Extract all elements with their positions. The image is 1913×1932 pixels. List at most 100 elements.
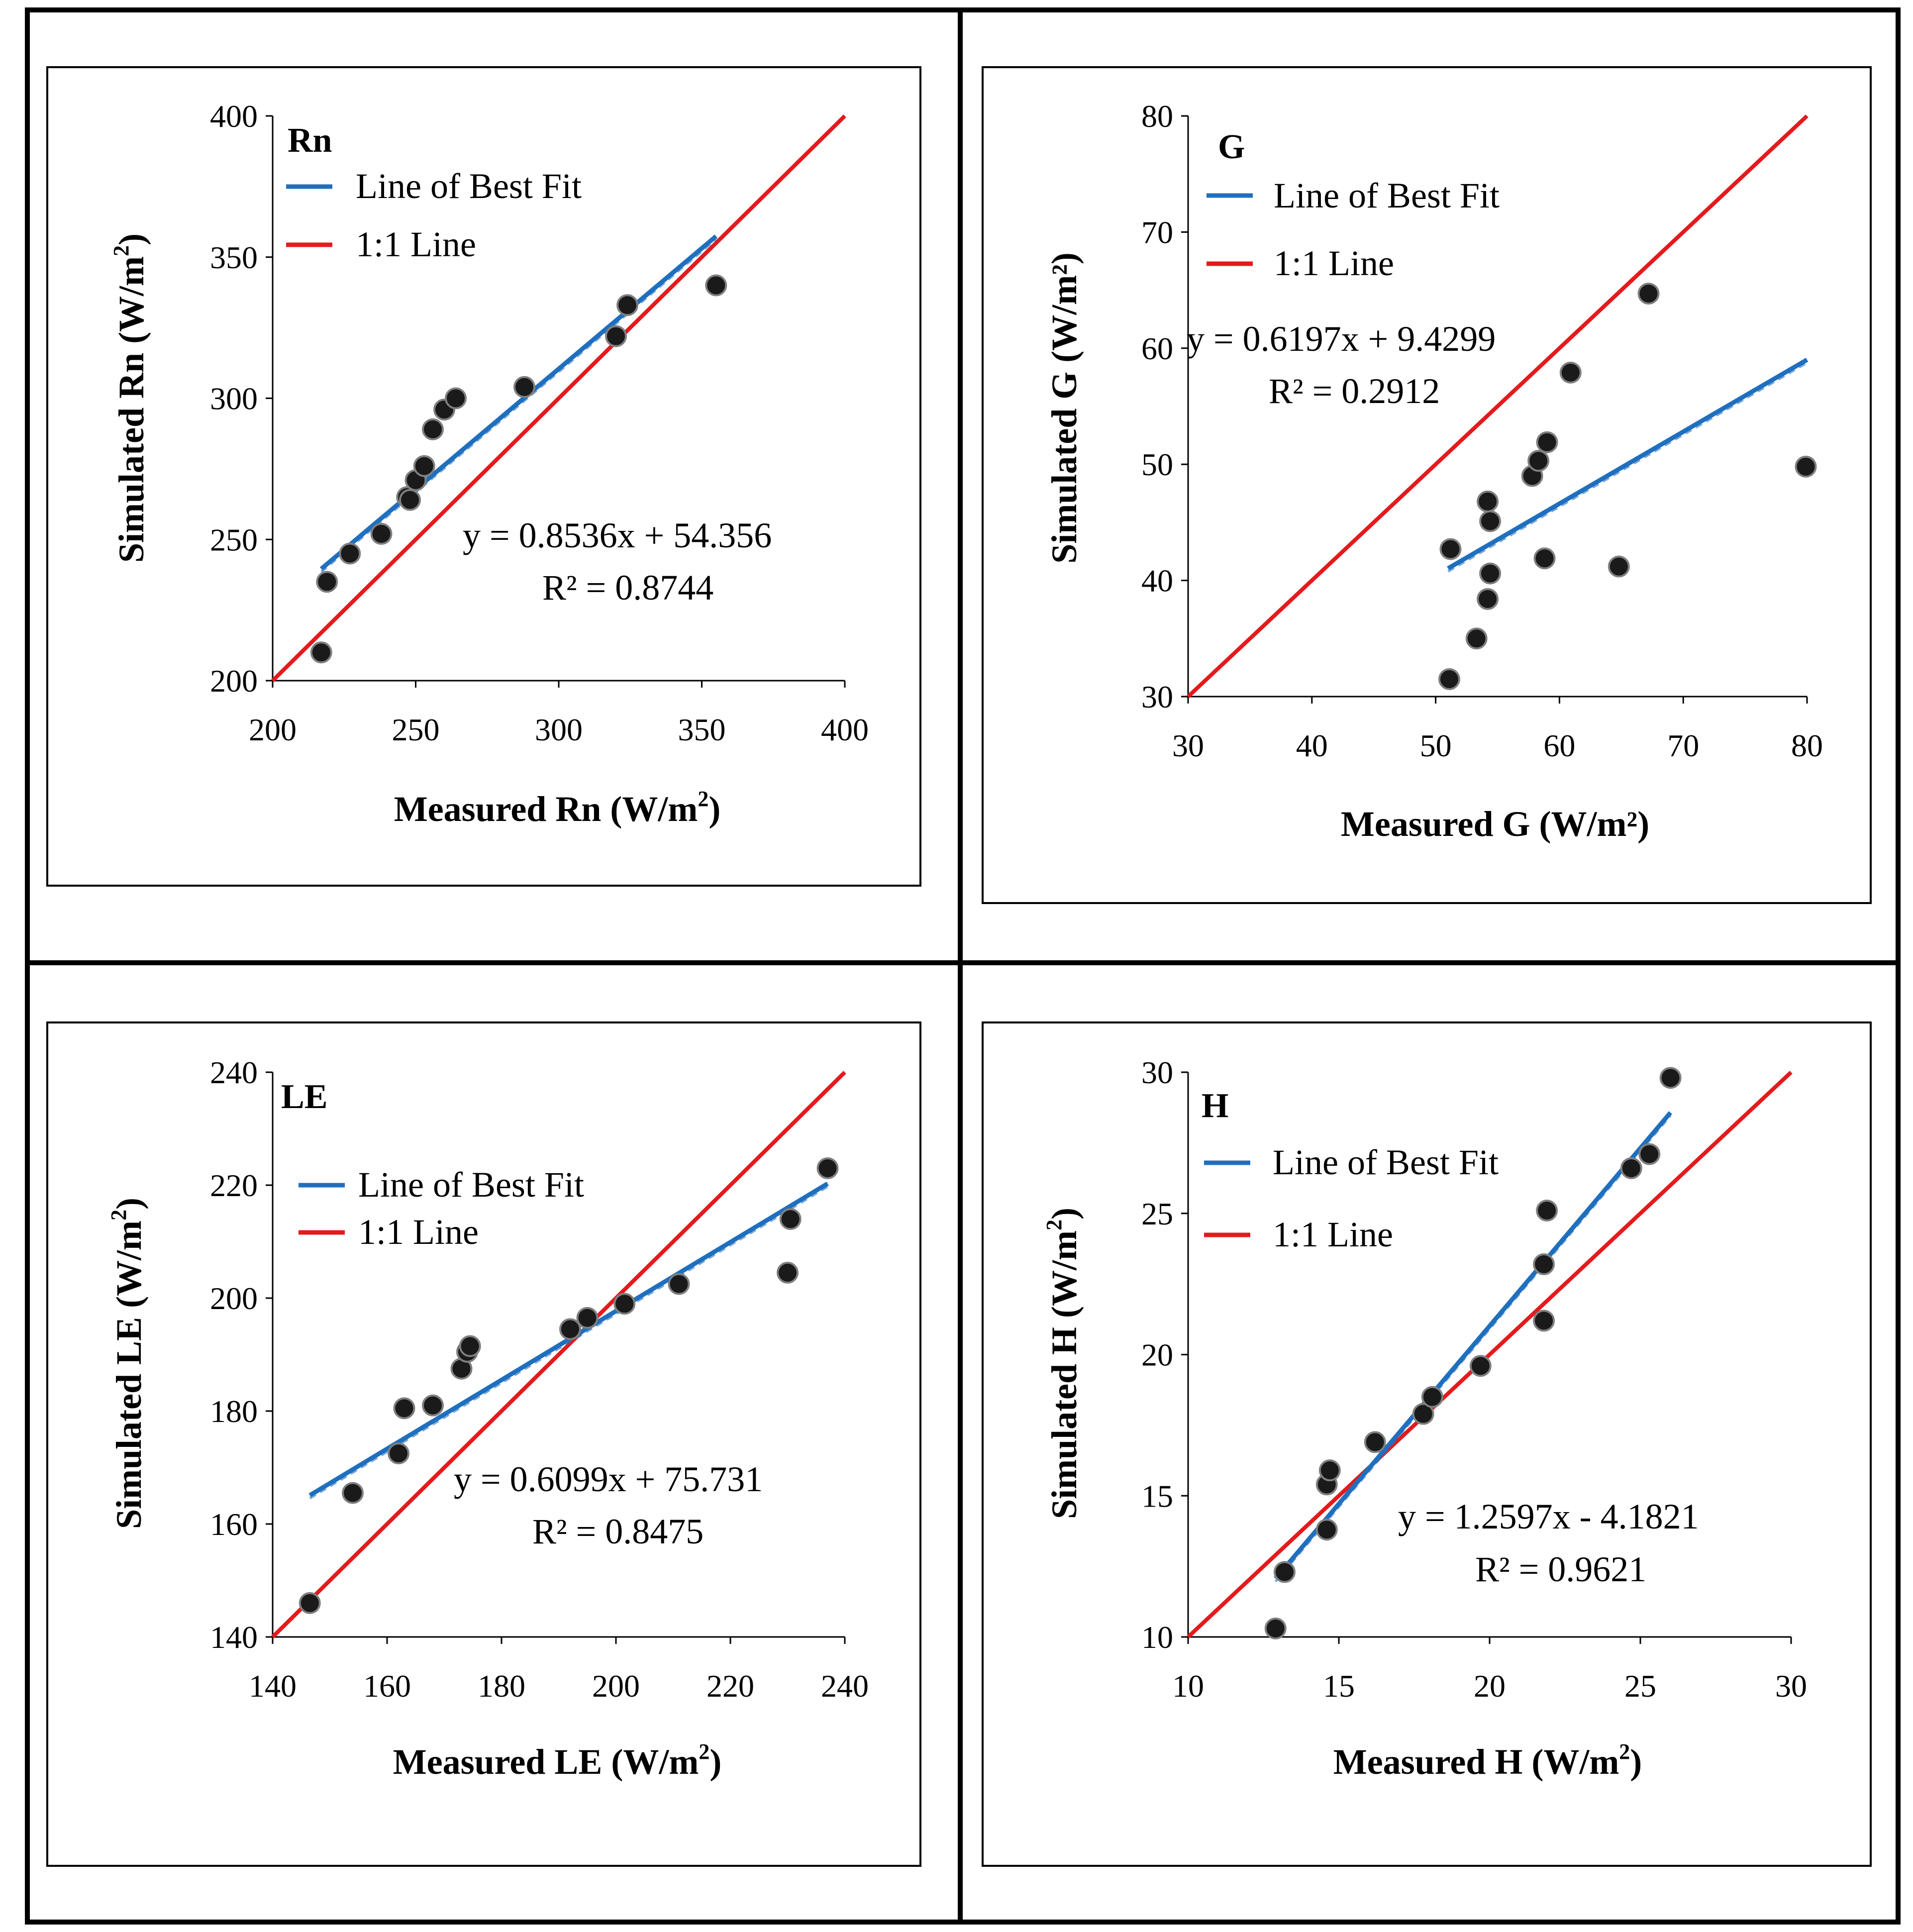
chart-rn-y-tick-label: 250 <box>210 522 258 557</box>
chart-rn-data-point <box>422 418 444 440</box>
chart-le-one-to-one-line <box>271 1071 846 1638</box>
chart-le-data-point <box>299 1592 321 1614</box>
chart-g-x-tick-label: 50 <box>1420 728 1452 763</box>
chart-h-frame <box>982 1021 1872 1867</box>
chart-le-legend-fit-label: Line of Best Fit <box>358 1165 584 1205</box>
chart-g-data-point <box>1637 283 1660 305</box>
chart-rn-x-tick-label: 250 <box>392 712 440 747</box>
chart-le-data-point <box>559 1318 581 1340</box>
chart-g-panel-label: G <box>1218 128 1245 166</box>
chart-le-y-tick-label: 140 <box>210 1620 258 1655</box>
chart-h-best-fit-line <box>1274 1111 1673 1580</box>
chart-rn-xlabel: Measured Rn (W/m2) <box>394 787 721 829</box>
chart-g-ylabel: Simulated G (W/m²) <box>1044 252 1084 564</box>
chart-g-frame <box>982 66 1872 904</box>
chart-g: 30 40 50 60 70 80 30 40 50 60 70 80 G Line of Best … <box>982 66 1872 904</box>
chart-rn-data-point <box>399 489 421 511</box>
chart-rn-equation: y = 0.8536x + 54.356 <box>463 515 772 555</box>
chart-rn-y-tick-label: 300 <box>210 381 258 416</box>
chart-rn-legend-fit-label: Line of Best Fit <box>356 166 582 206</box>
chart-h-y-tick-label: 10 <box>1141 1620 1173 1655</box>
chart-le-y-tick-label: 180 <box>210 1394 258 1429</box>
chart-g-one-to-one-line <box>1187 114 1809 698</box>
chart-h-r2: R² = 0.9621 <box>1475 1549 1646 1589</box>
chart-le-x-tick-label: 160 <box>363 1668 411 1704</box>
chart-le-data-point <box>459 1335 481 1357</box>
chart-le-y-tick-label: 220 <box>210 1168 258 1203</box>
chart-rn-y-tick-label: 200 <box>210 663 258 699</box>
chart-h-data-point <box>1638 1143 1661 1165</box>
chart-le-equation: y = 0.6099x + 75.731 <box>454 1459 763 1499</box>
chart-le-x-tick-label: 180 <box>478 1668 525 1704</box>
chart-h-data-point <box>1264 1617 1287 1639</box>
chart-h-data-point <box>1273 1561 1296 1583</box>
chart-rn-x-tick-label: 200 <box>249 712 297 747</box>
chart-h-ylabel: Simulated H (W/m2) <box>1042 1208 1084 1519</box>
chart-rn-legend: Line of Best Fit 1:1 Line <box>286 166 582 264</box>
chart-rn-r2: R² = 0.8744 <box>542 568 713 608</box>
chart-le-ylabel: Simulated LE (W/m2) <box>106 1198 149 1529</box>
chart-le-xlabel: Measured LE (W/m2) <box>393 1739 722 1782</box>
chart-g-x-tick-label: 80 <box>1791 728 1823 763</box>
chart-le-y-tick-label: 200 <box>210 1281 258 1316</box>
chart-h-legend-oneone-label: 1:1 Line <box>1273 1215 1393 1254</box>
chart-le-panel-label: LE <box>281 1078 327 1116</box>
chart-g-legend-fit-label: Line of Best Fit <box>1274 176 1500 215</box>
chart-rn-data-point <box>310 641 332 664</box>
chart-h: 10 15 20 25 30 10 15 20 25 30 H Line of Best Fit … <box>982 1021 1872 1867</box>
chart-rn-data-point <box>445 387 467 409</box>
chart-g-y-tick-label: 30 <box>1141 679 1173 714</box>
chart-rn-best-fit-trend-dashed <box>320 238 717 573</box>
chart-h-y-tick-label: 30 <box>1141 1055 1173 1090</box>
chart-rn-y-tick-label: 400 <box>210 99 258 134</box>
chart-g-data-point <box>1477 490 1499 512</box>
chart-g-xlabel: Measured G (W/m²) <box>1341 804 1649 844</box>
chart-rn-ylabel: Simulated Rn (W/m2) <box>109 233 151 563</box>
chart-le-data-point <box>816 1157 839 1179</box>
chart-g-x-tick-label: 70 <box>1667 728 1699 763</box>
chart-h-x-tick-label: 30 <box>1775 1668 1807 1704</box>
chart-h-data-point <box>1315 1519 1338 1541</box>
chart-g-equation: y = 0.6197x + 9.4299 <box>1187 319 1496 359</box>
chart-g-data-point <box>1533 547 1556 570</box>
chart-h-data-point <box>1412 1403 1434 1425</box>
chart-g-y-tick-label: 70 <box>1141 214 1173 250</box>
chart-le-data-point <box>576 1307 599 1329</box>
chart-rn-best-fit-line <box>319 234 718 571</box>
chart-rn-x-tick-label: 300 <box>535 712 583 747</box>
chart-rn-data-point <box>705 274 727 297</box>
chart-rn-legend-oneone-label: 1:1 Line <box>356 224 476 264</box>
chart-rn-data-point <box>616 294 638 316</box>
chart-le-legend: Line of Best Fit 1:1 Line <box>299 1165 584 1252</box>
chart-h-y-tick-label: 25 <box>1141 1196 1173 1231</box>
chart-g-y-tick-label: 80 <box>1141 99 1173 134</box>
chart-rn-data-point <box>316 571 338 593</box>
chart-h-data-point <box>1364 1431 1386 1453</box>
chart-rn-one-to-one-line <box>271 114 846 682</box>
chart-h-legend-fit-label: Line of Best Fit <box>1273 1142 1499 1182</box>
chart-g-y-tick-label: 40 <box>1141 563 1173 599</box>
chart-h-data-point <box>1533 1310 1555 1332</box>
chart-le-x-tick-label: 220 <box>706 1668 754 1704</box>
chart-g-data-point <box>1536 431 1558 453</box>
chart-rn-x-tick-label: 400 <box>821 712 869 747</box>
chart-g-x-tick-label: 60 <box>1543 728 1575 763</box>
chart-le-y-tick-label: 240 <box>210 1055 258 1090</box>
chart-g-data-point <box>1465 627 1488 650</box>
chart-h-data-point <box>1659 1067 1682 1089</box>
chart-h-data-point <box>1421 1386 1443 1408</box>
chart-h-equation: y = 1.2597x - 4.1821 <box>1398 1497 1699 1536</box>
chart-le-frame <box>46 1021 921 1867</box>
chart-g-best-fit-trend-dashed <box>1447 361 1808 573</box>
chart-g-data-point <box>1795 455 1817 478</box>
chart-rn-data-point <box>513 376 535 398</box>
chart-h-y-tick-label: 20 <box>1141 1337 1173 1373</box>
chart-g-y-tick-label: 50 <box>1141 447 1173 482</box>
chart-g-legend-oneone-label: 1:1 Line <box>1274 243 1394 283</box>
chart-le-data-point <box>342 1482 364 1504</box>
chart-h-y-tick-label: 15 <box>1141 1478 1173 1514</box>
chart-h-best-fit-trend-dashed <box>1274 1115 1672 1583</box>
chart-rn-x-tick-label: 350 <box>678 712 726 747</box>
